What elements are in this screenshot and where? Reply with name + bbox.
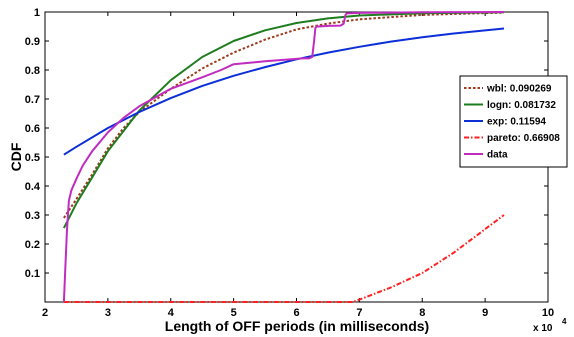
x-tick-label-5: 7 [356, 307, 362, 319]
x-tick-label-1: 3 [105, 307, 111, 319]
series-line-4 [62, 11, 505, 303]
y-axis-label: CDF [8, 142, 24, 171]
legend-label-1: logn: 0.081732 [487, 100, 556, 111]
x-tick-label-8: 10 [542, 307, 554, 319]
axis-ticks: 2 3 4 5 6 7 8 9 10 0.1 0.2 0.3 0.4 0.5 0.6 0.7 0.8 0.9 1 [25, 7, 554, 319]
y-tick-label-5: 0.6 [25, 123, 40, 135]
legend-label-0: wbl: 0.090269 [486, 84, 552, 95]
legend-label-3: pareto: 0.66908 [487, 133, 560, 144]
x-tick-label-4: 6 [293, 307, 299, 319]
x-multiplier-exponent: 4 [562, 317, 567, 326]
y-tick-label-0: 0.1 [25, 268, 40, 280]
y-tick-label-8: 0.9 [25, 36, 40, 48]
series-line-1 [63, 11, 505, 229]
series-layer [62, 11, 505, 303]
legend-label-2: exp: 0.11594 [487, 117, 546, 128]
y-tick-label-6: 0.7 [25, 94, 40, 106]
x-tick-label-6: 8 [419, 307, 425, 319]
x-tick-label-2: 4 [168, 307, 175, 319]
x-axis-label: Length of OFF periods (in milliseconds) [165, 318, 429, 334]
y-tick-label-7: 0.8 [25, 65, 40, 77]
legend-label-4: data [487, 150, 508, 161]
x-multiplier: x 10 [533, 323, 553, 334]
y-tick-label-3: 0.4 [25, 181, 41, 193]
series-line-3 [63, 214, 505, 303]
y-tick-label-2: 0.3 [25, 210, 40, 222]
legend: wbl: 0.090269 logn: 0.081732 exp: 0.11594 p… [459, 75, 568, 168]
x-tick-label-7: 9 [482, 307, 488, 319]
y-tick-label-1: 0.2 [25, 239, 40, 251]
x-tick-label-3: 5 [231, 307, 237, 319]
y-tick-label-9: 1 [34, 7, 40, 19]
y-tick-label-4: 0.5 [25, 152, 40, 164]
x-tick-label-0: 2 [42, 307, 48, 319]
series-line-0 [63, 11, 505, 219]
